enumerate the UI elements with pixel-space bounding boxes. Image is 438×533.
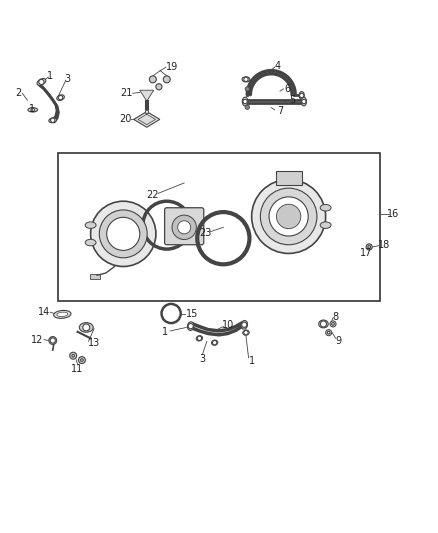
Circle shape xyxy=(212,341,217,345)
Text: 4: 4 xyxy=(275,61,281,71)
Circle shape xyxy=(72,354,74,357)
Ellipse shape xyxy=(37,78,46,85)
Circle shape xyxy=(81,359,83,361)
Ellipse shape xyxy=(241,320,247,329)
Circle shape xyxy=(366,244,372,250)
Text: 3: 3 xyxy=(64,75,71,84)
Ellipse shape xyxy=(85,239,96,246)
Circle shape xyxy=(83,324,90,331)
FancyBboxPatch shape xyxy=(165,208,204,245)
Circle shape xyxy=(260,188,317,245)
Text: 12: 12 xyxy=(31,335,43,345)
Ellipse shape xyxy=(212,340,218,345)
Text: 23: 23 xyxy=(199,228,211,238)
Polygon shape xyxy=(140,90,154,101)
Text: 7: 7 xyxy=(277,106,283,116)
Circle shape xyxy=(332,322,334,325)
Circle shape xyxy=(99,210,147,258)
Text: 14: 14 xyxy=(38,307,50,317)
Circle shape xyxy=(244,77,248,82)
Circle shape xyxy=(321,321,326,327)
Circle shape xyxy=(252,180,325,254)
Text: 8: 8 xyxy=(332,312,339,321)
Text: 20: 20 xyxy=(119,115,131,124)
Text: 1: 1 xyxy=(47,71,53,82)
Circle shape xyxy=(172,215,196,239)
Bar xyxy=(58,154,380,301)
Circle shape xyxy=(156,84,162,90)
Circle shape xyxy=(31,108,35,111)
Circle shape xyxy=(368,246,371,248)
Ellipse shape xyxy=(85,222,96,229)
Circle shape xyxy=(188,324,193,329)
Ellipse shape xyxy=(49,336,57,344)
Circle shape xyxy=(330,321,336,327)
Circle shape xyxy=(302,99,306,104)
Circle shape xyxy=(107,217,140,251)
Circle shape xyxy=(245,87,250,91)
Circle shape xyxy=(197,336,201,341)
Ellipse shape xyxy=(49,118,57,123)
Ellipse shape xyxy=(28,108,38,112)
Circle shape xyxy=(50,118,55,123)
Text: 18: 18 xyxy=(378,240,391,250)
Ellipse shape xyxy=(79,322,93,332)
Text: 13: 13 xyxy=(88,338,100,348)
Circle shape xyxy=(244,330,248,335)
Circle shape xyxy=(149,76,156,83)
Circle shape xyxy=(269,197,308,236)
Text: 10: 10 xyxy=(223,320,235,330)
Text: 22: 22 xyxy=(147,190,159,200)
Text: 9: 9 xyxy=(336,336,342,346)
Ellipse shape xyxy=(301,97,307,106)
Text: 21: 21 xyxy=(120,88,133,98)
Ellipse shape xyxy=(320,205,331,211)
Circle shape xyxy=(78,357,85,364)
Circle shape xyxy=(276,204,301,229)
Circle shape xyxy=(243,99,247,104)
Polygon shape xyxy=(134,111,160,127)
Ellipse shape xyxy=(242,97,248,106)
Text: 5: 5 xyxy=(289,95,295,105)
Ellipse shape xyxy=(57,312,68,317)
Circle shape xyxy=(325,329,332,336)
Ellipse shape xyxy=(187,322,194,330)
Circle shape xyxy=(163,76,170,83)
Text: 3: 3 xyxy=(199,354,205,364)
Circle shape xyxy=(178,221,191,234)
Circle shape xyxy=(50,338,55,343)
Ellipse shape xyxy=(243,330,249,335)
Circle shape xyxy=(39,79,44,85)
Circle shape xyxy=(300,93,304,98)
Text: 6: 6 xyxy=(285,84,291,94)
Circle shape xyxy=(327,332,330,334)
Text: 1: 1 xyxy=(29,104,35,114)
Polygon shape xyxy=(145,110,148,114)
Ellipse shape xyxy=(196,336,203,341)
Ellipse shape xyxy=(299,92,304,99)
Bar xyxy=(89,274,100,279)
Circle shape xyxy=(58,95,63,100)
Circle shape xyxy=(91,201,156,266)
Ellipse shape xyxy=(53,310,71,318)
Ellipse shape xyxy=(319,320,328,328)
Text: 1: 1 xyxy=(249,357,255,366)
Text: 16: 16 xyxy=(387,209,399,219)
Ellipse shape xyxy=(57,95,64,100)
Text: 1: 1 xyxy=(162,327,168,337)
Text: 2: 2 xyxy=(16,88,22,98)
Text: 17: 17 xyxy=(360,247,372,257)
Text: 11: 11 xyxy=(71,364,84,374)
Circle shape xyxy=(245,105,250,109)
Bar xyxy=(276,171,302,185)
Circle shape xyxy=(70,352,77,359)
Ellipse shape xyxy=(242,77,250,82)
Ellipse shape xyxy=(320,222,331,229)
Text: 15: 15 xyxy=(186,309,198,319)
Circle shape xyxy=(242,322,247,327)
Text: 19: 19 xyxy=(166,62,179,72)
